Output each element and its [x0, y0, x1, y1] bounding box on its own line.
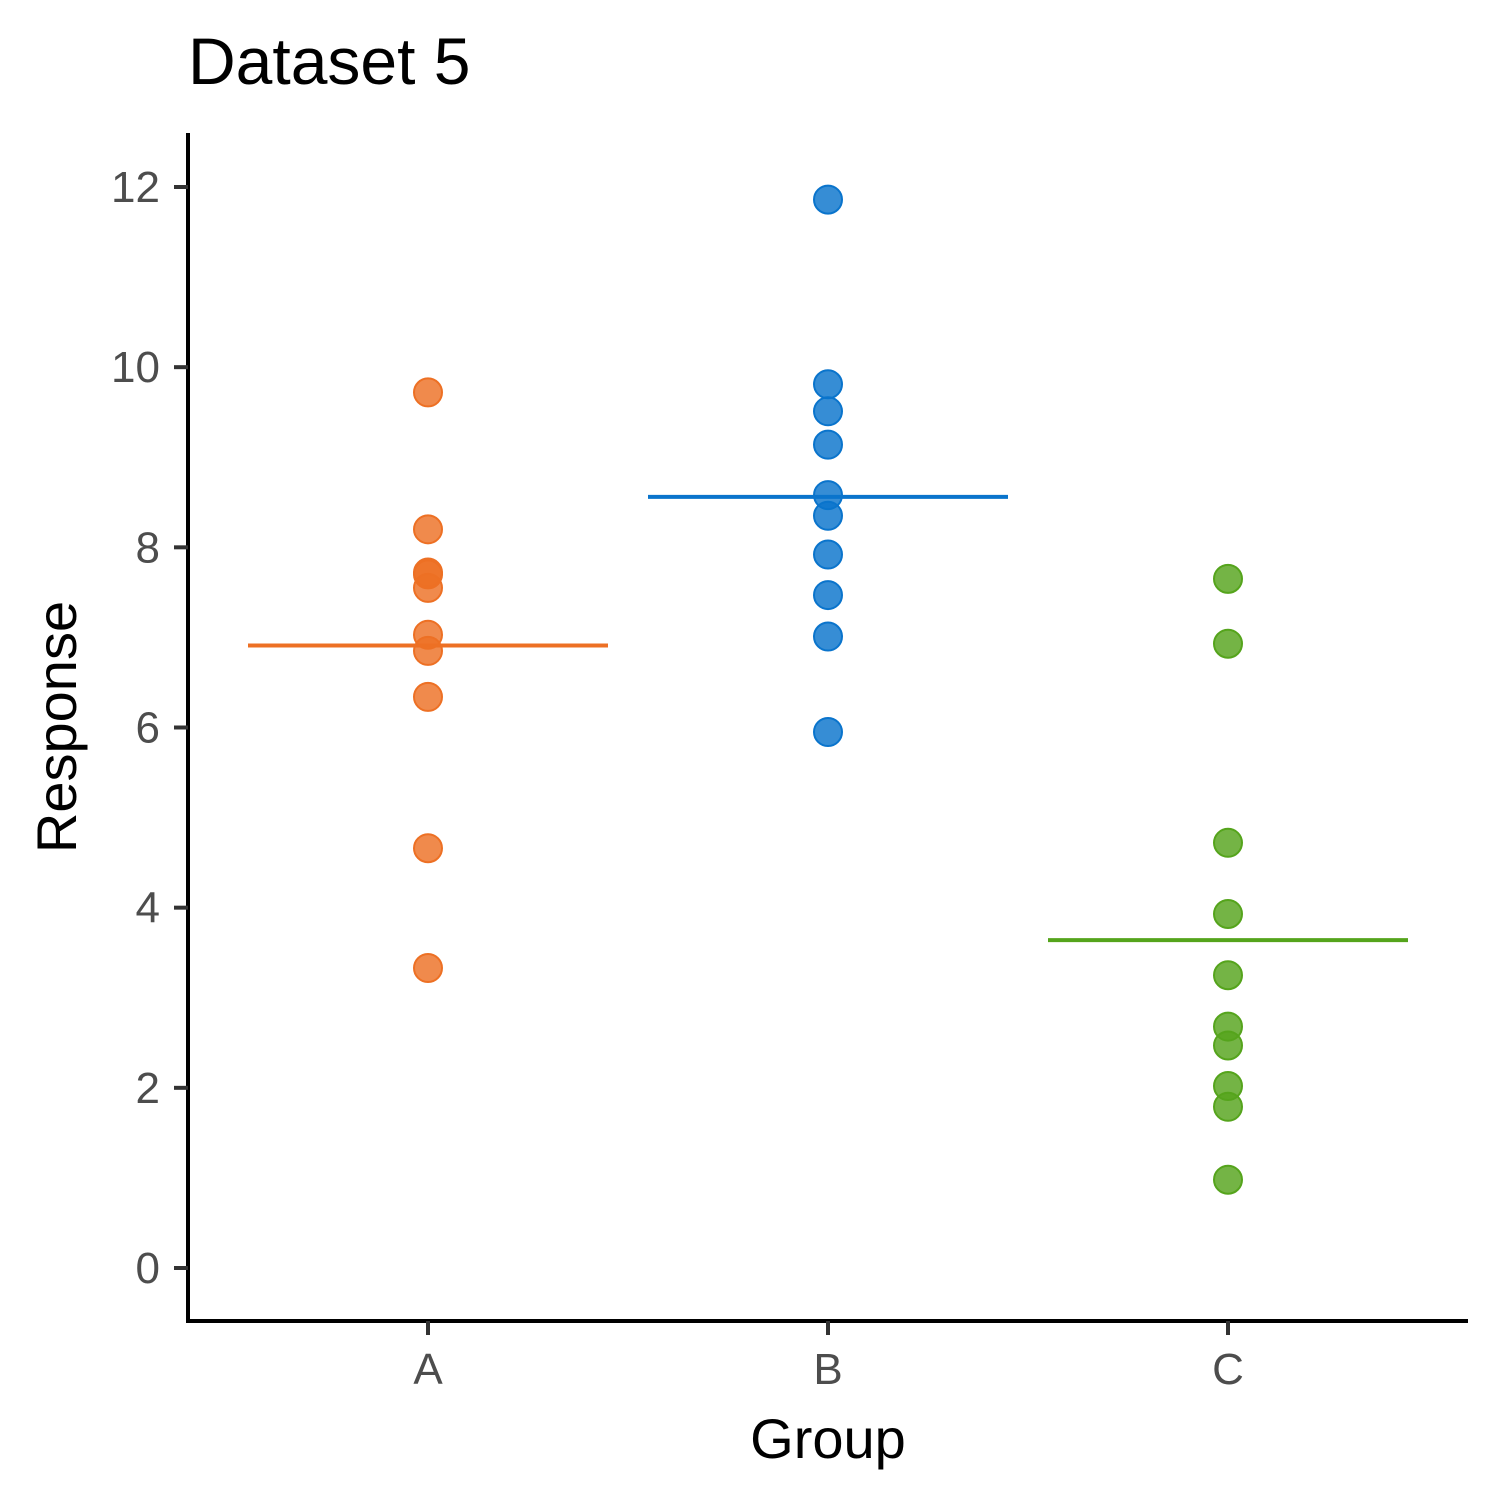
data-point — [1213, 1091, 1243, 1122]
data-point — [813, 396, 843, 427]
data-point — [413, 635, 443, 666]
x-tick-label: B — [813, 1345, 842, 1394]
data-point — [813, 184, 843, 215]
x-axis-title: Group — [750, 1407, 906, 1470]
data-point — [1213, 628, 1243, 659]
plot-marks — [248, 184, 1408, 1195]
y-tick-label: 12 — [111, 163, 160, 212]
y-tick-label: 2 — [136, 1064, 160, 1113]
x-axis-ticks: A B C — [413, 1321, 1244, 1394]
data-point — [1213, 898, 1243, 929]
data-point — [413, 681, 443, 712]
chart-title: Dataset 5 — [188, 24, 471, 98]
data-point — [813, 580, 843, 611]
data-point — [1213, 1164, 1243, 1195]
data-point — [413, 377, 443, 408]
series-c — [1048, 563, 1408, 1195]
data-point — [1213, 1030, 1243, 1061]
y-tick-label: 10 — [111, 343, 160, 392]
data-point — [1213, 563, 1243, 594]
data-point — [413, 953, 443, 984]
y-axis-ticks: 0 2 4 6 8 10 12 — [111, 163, 188, 1293]
data-point — [813, 369, 843, 400]
x-tick-label: A — [413, 1345, 443, 1394]
y-tick-label: 0 — [136, 1244, 160, 1293]
y-tick-label: 4 — [136, 884, 160, 933]
data-point — [813, 500, 843, 531]
data-point — [1213, 827, 1243, 858]
series-b — [648, 184, 1008, 748]
series-a — [248, 377, 608, 984]
data-point — [813, 621, 843, 652]
data-point — [813, 539, 843, 570]
y-tick-label: 6 — [136, 704, 160, 753]
data-point — [413, 514, 443, 545]
data-point — [813, 717, 843, 748]
data-point — [413, 572, 443, 603]
data-point — [813, 429, 843, 460]
data-point — [1213, 960, 1243, 991]
x-tick-label: C — [1212, 1345, 1244, 1394]
y-axis-title: Response — [25, 601, 88, 853]
data-point — [413, 833, 443, 864]
y-tick-label: 8 — [136, 523, 160, 572]
